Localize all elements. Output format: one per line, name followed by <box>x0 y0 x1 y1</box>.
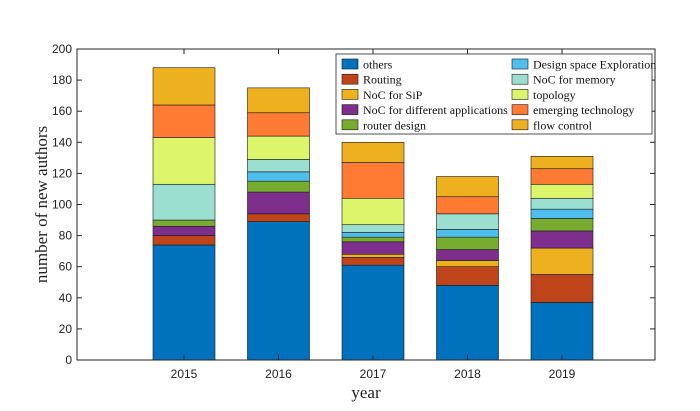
bar-segment-2015-9 <box>152 67 216 106</box>
y-tick-label: 160 <box>52 104 72 118</box>
bar-segment-2017-1 <box>341 257 405 266</box>
bar-segment-2017-8 <box>341 162 405 199</box>
bar-segment-2019-1 <box>530 274 594 303</box>
bar-segment-2018-4 <box>436 236 499 250</box>
bar-segment-2017-0 <box>341 264 405 361</box>
bar-segment-2019-4 <box>530 218 594 232</box>
bar-segment-2015-0 <box>152 244 216 361</box>
bar-segment-2019-3 <box>530 230 594 249</box>
bar-segment-2019-8 <box>530 168 594 185</box>
legend-box <box>335 53 653 135</box>
legend-label-2: NoC for SiP <box>363 88 423 102</box>
bar-segment-2018-8 <box>436 196 499 215</box>
y-tick-label: 120 <box>52 166 72 180</box>
legend-swatch-9 <box>511 119 529 131</box>
legend-label-5: Design space Exploration <box>533 58 656 72</box>
x-axis: 2015 2016 2017 2018 2019 <box>171 49 576 381</box>
x-tick-label-2019: 2019 <box>549 367 576 381</box>
y-tick-label: 100 <box>52 198 72 212</box>
legend-swatch-4 <box>341 119 359 131</box>
bar-segment-2017-3 <box>341 241 405 255</box>
bar-segment-2019-7 <box>530 183 594 199</box>
bar-segment-2015-1 <box>152 235 216 246</box>
bar-segment-2015-4 <box>152 219 216 227</box>
legend-swatch-6 <box>511 73 529 85</box>
legend-swatch-3 <box>341 104 359 115</box>
bar-segment-2018-5 <box>436 229 499 238</box>
bar-segment-2016-4 <box>247 180 310 193</box>
legend-swatch-5 <box>511 58 529 70</box>
legend-label-1: Routing <box>363 73 402 87</box>
y-tick-label: 80 <box>59 229 73 243</box>
bar-segment-2019-2 <box>530 247 594 275</box>
bar-segment-2016-1 <box>247 213 310 222</box>
bar-segment-2019-5 <box>530 208 594 219</box>
bar-segment-2015-3 <box>152 225 216 236</box>
bar-segment-2018-1 <box>436 266 499 286</box>
y-tick-label: 200 <box>52 42 72 56</box>
legend-swatch-8 <box>511 104 529 115</box>
legend-swatch-2 <box>341 89 359 100</box>
bar-segment-2016-3 <box>247 191 310 215</box>
bar-segment-2016-6 <box>247 159 310 173</box>
bar-segment-2016-8 <box>247 112 310 137</box>
bar-segment-2016-5 <box>247 171 310 182</box>
legend-label-7: topology <box>533 88 576 102</box>
bar-segment-2018-6 <box>436 213 499 230</box>
y-axis: 0 20 40 60 80 100 120 140 160 180 200 <box>52 42 655 367</box>
bar-segment-2016-0 <box>247 221 310 361</box>
bar-segment-2018-0 <box>436 285 499 361</box>
bar-segment-2019-0 <box>530 302 594 361</box>
bar-segment-2018-9 <box>436 176 499 198</box>
legend-label-3: NoC for different applications <box>363 103 508 117</box>
legend-swatch-1 <box>341 73 359 85</box>
bar-segment-2018-2 <box>436 260 499 268</box>
bar-segment-2019-9 <box>530 155 594 170</box>
bar-segment-2015-6 <box>152 183 216 221</box>
y-tick-label: 180 <box>52 73 72 87</box>
y-tick-label: 60 <box>59 260 73 274</box>
bar-segment-2017-9 <box>341 142 405 163</box>
x-tick-label-2017: 2017 <box>360 367 387 381</box>
bar-segment-2017-7 <box>341 197 405 226</box>
bar-segment-2015-8 <box>152 104 216 138</box>
bar-segment-2018-3 <box>436 249 499 261</box>
y-tick-label: 20 <box>59 322 73 336</box>
bar-segment-2016-7 <box>247 135 310 160</box>
x-axis-title: year <box>351 383 381 402</box>
legend-swatch-0 <box>341 58 359 70</box>
y-tick-label: 140 <box>52 135 72 149</box>
bar-segment-2017-5 <box>341 232 405 238</box>
bars-layer <box>152 67 594 361</box>
x-tick-label-2015: 2015 <box>171 367 198 381</box>
legend-label-4: router design <box>363 118 426 132</box>
y-tick-label: 40 <box>59 291 73 305</box>
bar-segment-2016-9 <box>247 87 310 114</box>
x-tick-label-2018: 2018 <box>454 367 481 381</box>
legend-label-6: NoC for memory <box>533 73 616 87</box>
bar-segment-2017-2 <box>341 253 405 258</box>
bar-segment-2017-4 <box>341 236 405 243</box>
legend-swatch-7 <box>511 89 529 100</box>
y-axis-title: number of new authors <box>32 126 51 283</box>
legend-label-0: others <box>363 58 393 72</box>
bar-segment-2019-6 <box>530 197 594 210</box>
bar-segment-2015-7 <box>152 137 216 185</box>
bar-segment-2017-6 <box>341 224 405 233</box>
legend-label-8: emerging technology <box>533 103 634 117</box>
y-tick-label: 0 <box>65 353 72 367</box>
legend-label-9: flow control <box>533 118 593 132</box>
x-tick-label-2016: 2016 <box>265 367 292 381</box>
